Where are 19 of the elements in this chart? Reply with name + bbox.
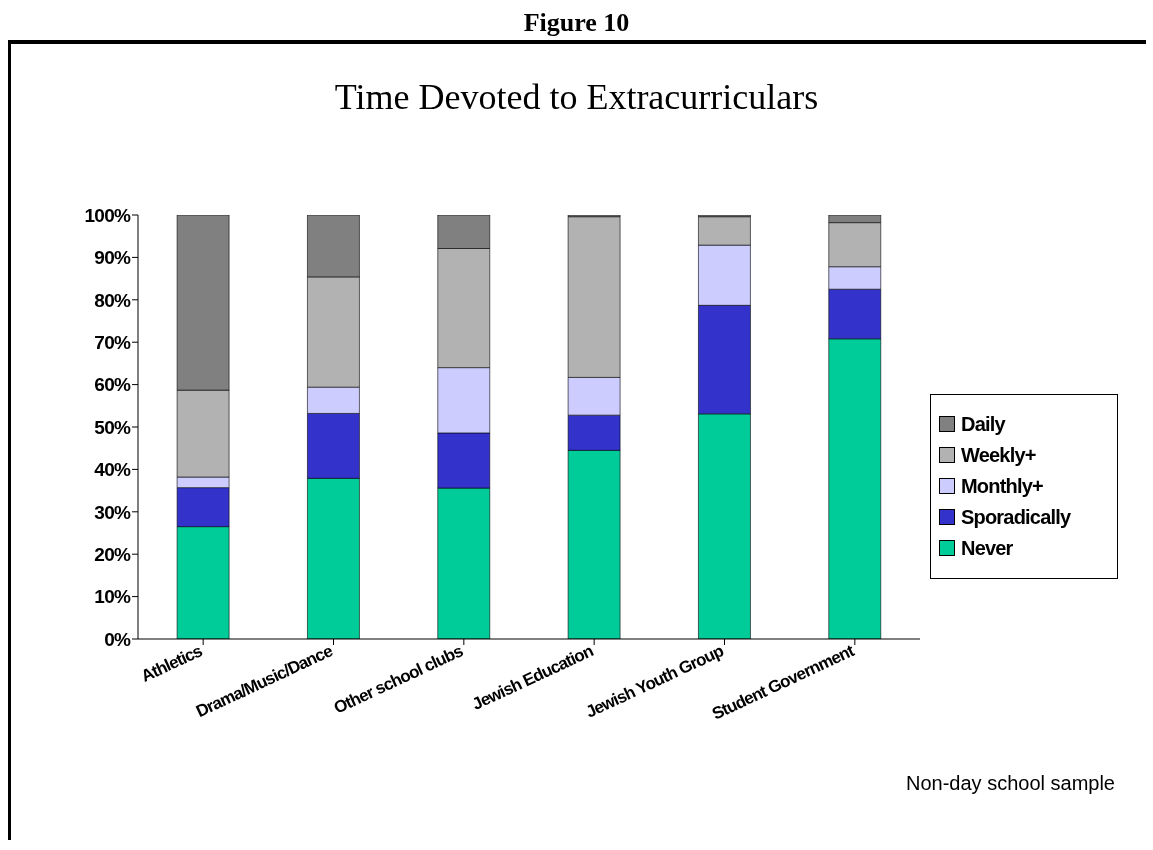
legend-label: Daily (961, 412, 1005, 436)
y-tick-label: 100% (84, 204, 131, 226)
y-tick-label: 70% (94, 331, 131, 353)
text: Non-day school sample (906, 772, 1115, 795)
y-tick-label: 30% (94, 501, 131, 523)
y-tick-label: 60% (94, 374, 131, 396)
y-tick-label: 40% (94, 459, 131, 481)
y-tick-label: 90% (94, 247, 131, 269)
legend-label: Never (961, 536, 1013, 560)
y-tick-label: 0% (104, 628, 131, 650)
y-tick-label: 20% (94, 543, 131, 565)
legend-label: Monthly+ (961, 474, 1043, 498)
y-tick-label: 10% (94, 586, 131, 608)
legend-label: Sporadically (961, 505, 1071, 529)
y-tick-label: 80% (94, 289, 131, 311)
legend-label: Weekly+ (961, 443, 1036, 467)
chart-title: Time Devoted to Extracurriculars (333, 76, 820, 118)
caption: Figure 10 (522, 8, 631, 38)
y-tick-label: 50% (94, 416, 131, 438)
